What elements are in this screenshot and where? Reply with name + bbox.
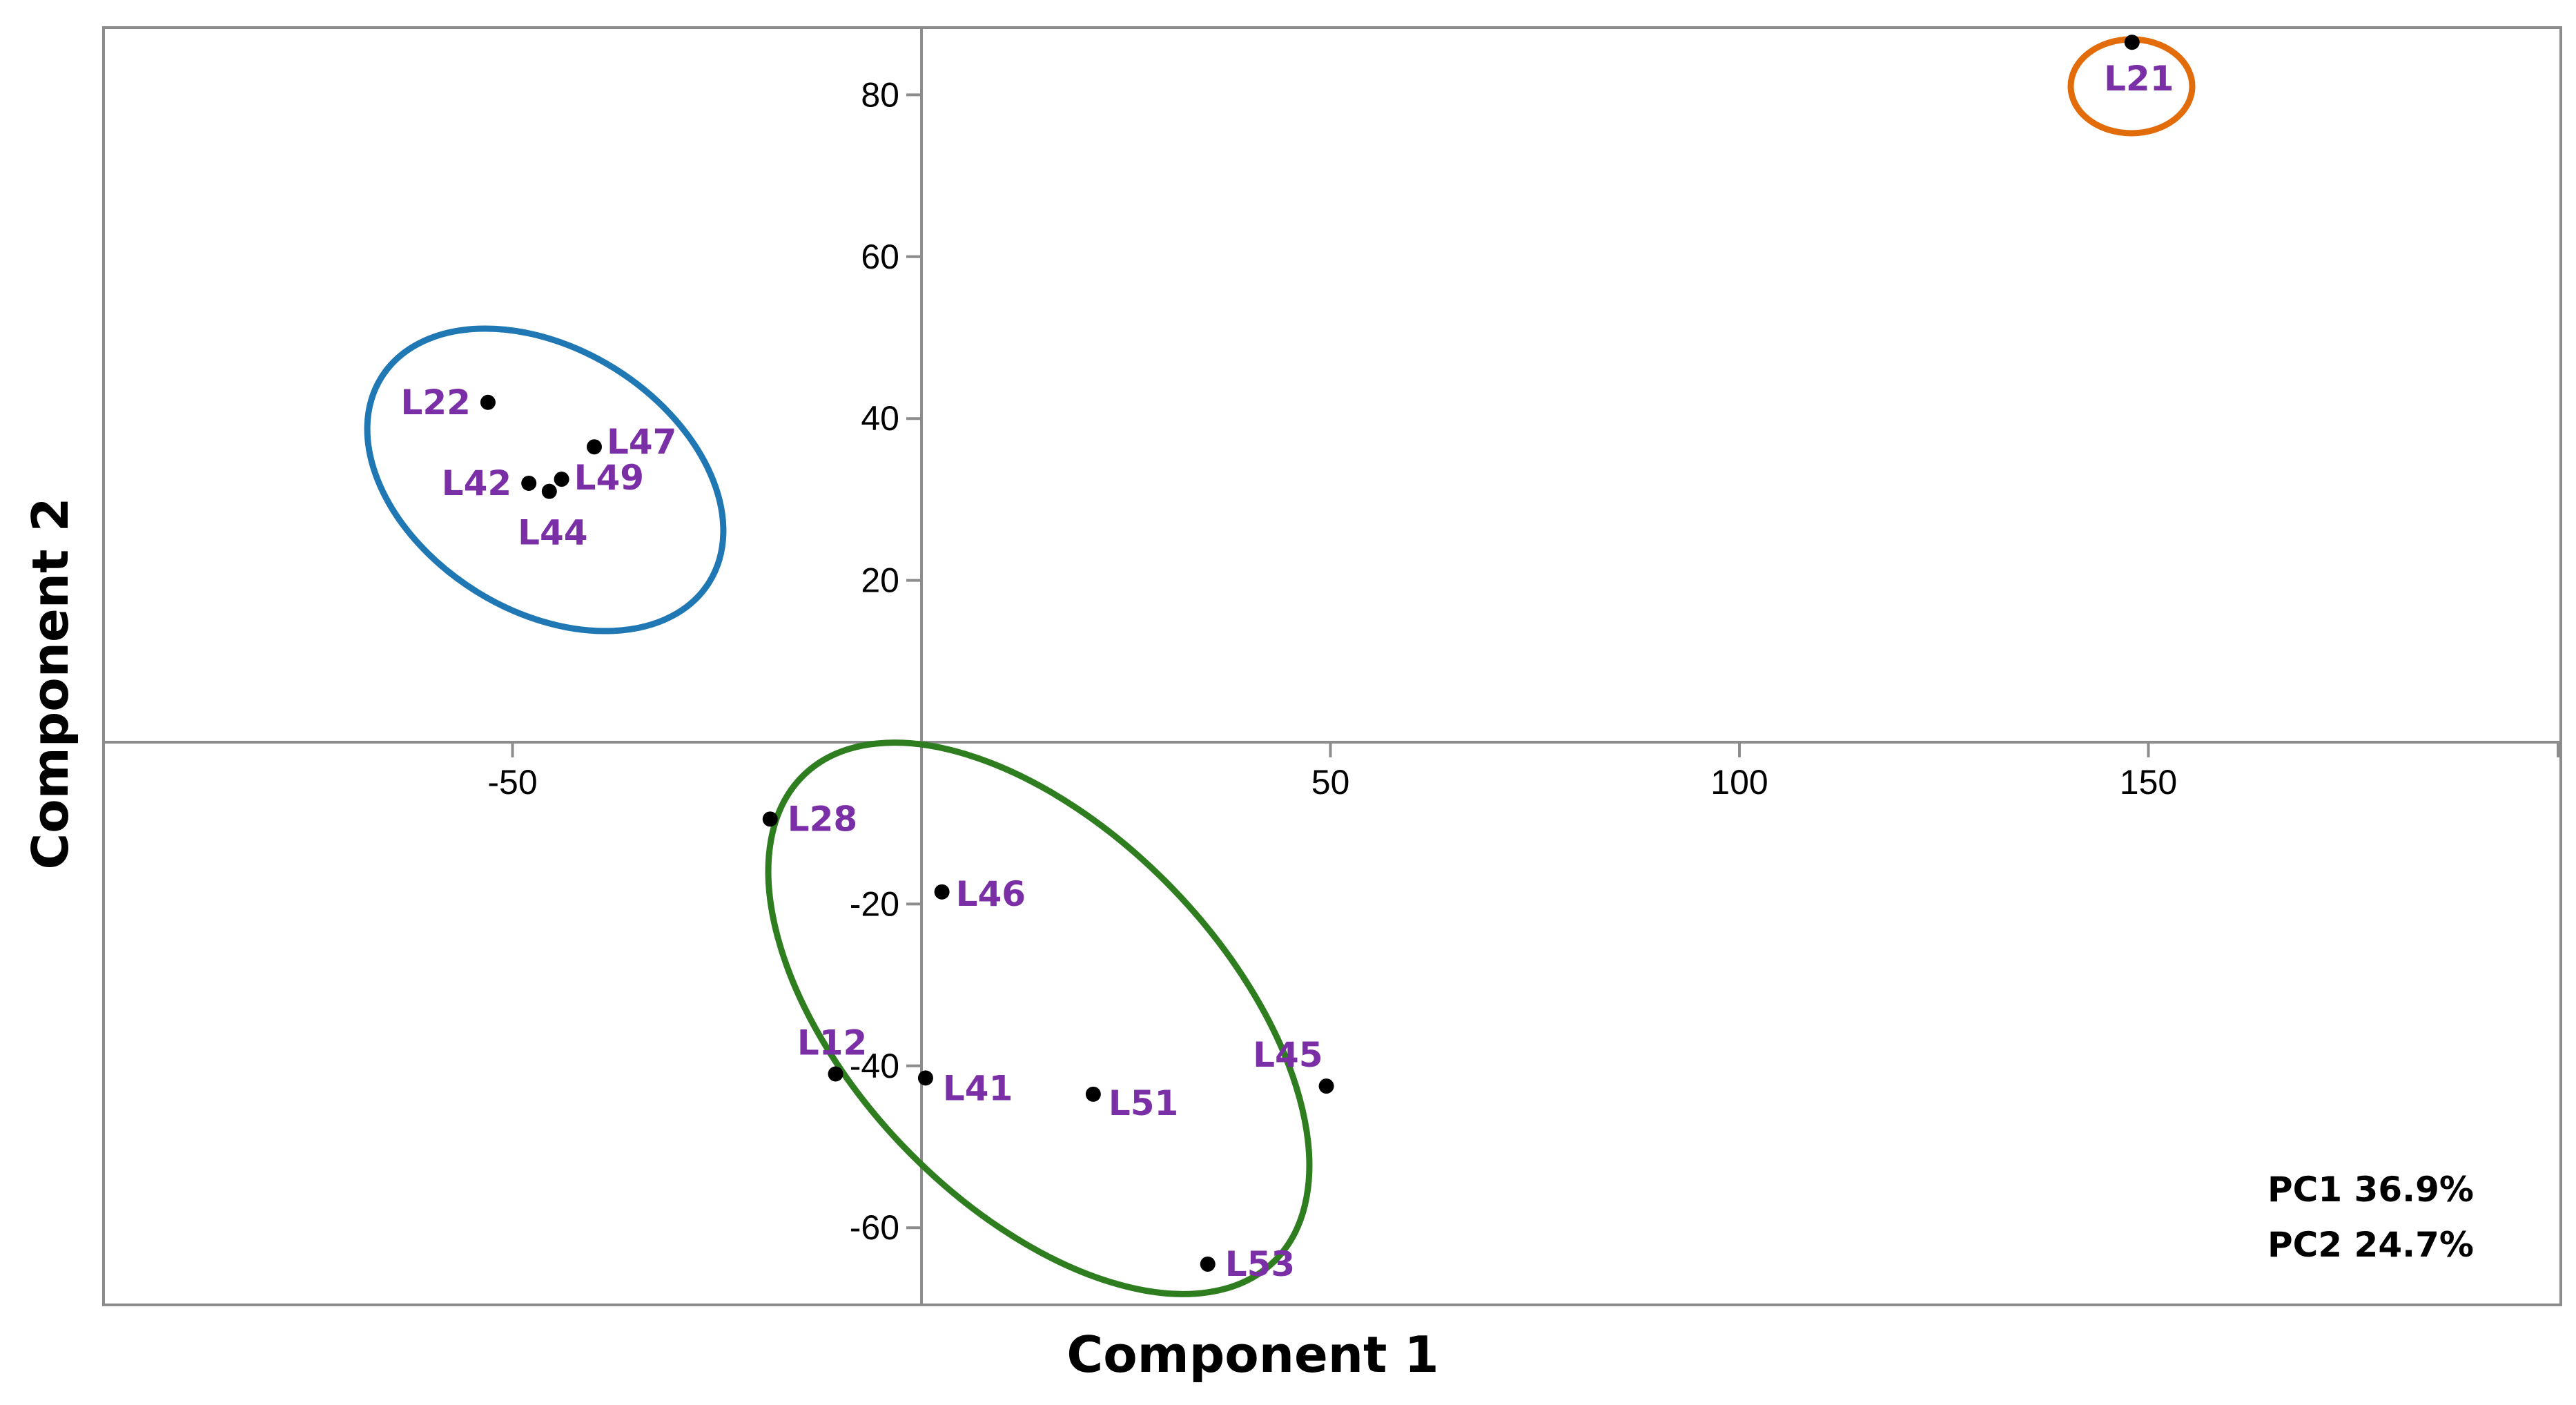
point-l45: [1318, 1078, 1334, 1094]
y-tick-label: 80: [861, 75, 899, 114]
point-l42: [521, 475, 537, 491]
point-label-l47: L47: [607, 422, 676, 462]
y-tick-label: 20: [861, 561, 899, 600]
point-l53: [1200, 1256, 1216, 1272]
point-label-l12: L12: [797, 1023, 867, 1063]
pc2-variance-label: PC2 24.7%: [2267, 1225, 2474, 1265]
point-label-l42: L42: [442, 463, 511, 503]
x-tick-label: 100: [1710, 763, 1768, 802]
point-l22: [480, 394, 496, 410]
point-l44: [541, 483, 557, 499]
point-l21: [2124, 35, 2140, 50]
point-l41: [917, 1070, 933, 1086]
point-l49: [554, 472, 569, 487]
point-labels: L21 L22 L47 L42 L49 L44 L28 L46 L12 L41 L51 L45 L53: [400, 59, 2174, 1284]
point-label-l22: L22: [400, 382, 470, 423]
y-tick-label: -20: [850, 884, 899, 923]
y-axis-title: Component 2: [21, 497, 79, 869]
point-label-l45: L45: [1253, 1035, 1323, 1075]
point-l47: [587, 439, 602, 455]
point-label-l51: L51: [1109, 1083, 1178, 1123]
data-points: [480, 35, 2140, 1272]
group-ellipses: [364, 36, 2196, 1297]
point-l51: [1085, 1086, 1101, 1102]
x-axis-title: Component 1: [1066, 1326, 1438, 1384]
cluster-ellipse: [765, 739, 1313, 1297]
point-l12: [828, 1066, 843, 1082]
point-label-l53: L53: [1225, 1244, 1295, 1284]
point-label-l44: L44: [518, 513, 587, 553]
x-tick-label: 50: [1311, 763, 1350, 802]
cluster-ellipse: [364, 325, 727, 634]
x-tick-label: -50: [487, 763, 537, 802]
x-tick-label: 150: [2120, 763, 2177, 802]
point-l28: [762, 811, 778, 827]
pc1-variance-label: PC1 36.9%: [2267, 1170, 2474, 1210]
point-label-l49: L49: [574, 458, 644, 498]
y-tick-label: -40: [850, 1047, 899, 1085]
point-label-l46: L46: [956, 874, 1026, 914]
y-tick-label: -60: [850, 1208, 899, 1247]
point-label-l41: L41: [943, 1068, 1013, 1108]
point-label-l21: L21: [2104, 59, 2174, 99]
point-l46: [934, 884, 950, 900]
axes: -50 50 100 150 80 60 40 20 -20 -40 -60: [102, 28, 2561, 1305]
point-label-l28: L28: [788, 799, 857, 839]
y-tick-label: 60: [861, 238, 899, 276]
y-tick-label: 40: [861, 399, 899, 438]
plot-frame: [102, 26, 2562, 1306]
